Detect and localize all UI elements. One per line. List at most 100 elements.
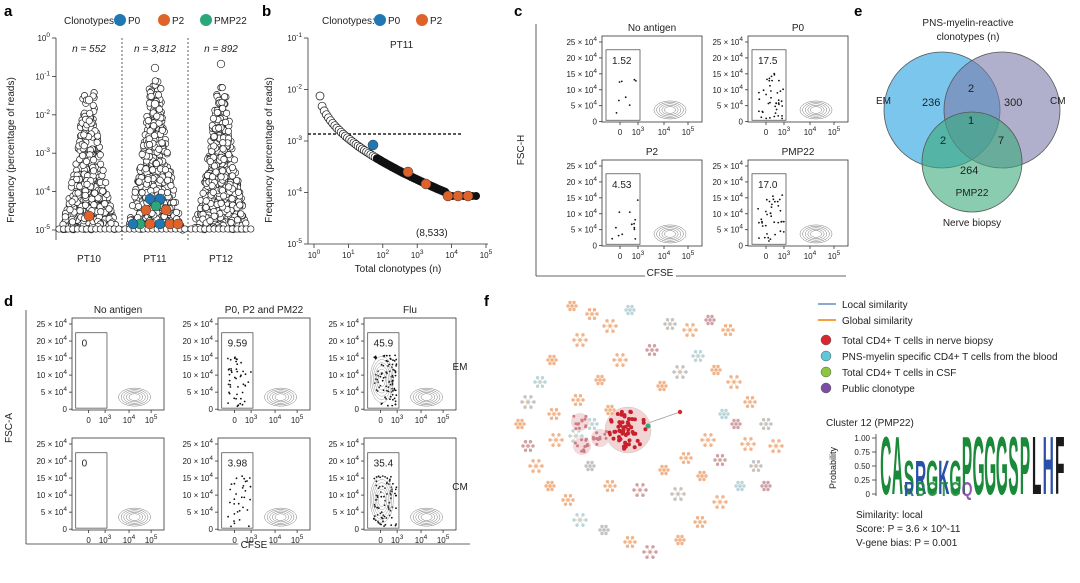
network-node — [586, 467, 590, 472]
network-node — [580, 438, 584, 442]
contour-line — [373, 482, 391, 517]
contour-line — [799, 224, 833, 244]
tick-label: 105 — [145, 414, 158, 425]
network-node — [768, 444, 772, 448]
contour-line — [269, 390, 292, 404]
tick-label: 25 × 104 — [182, 438, 213, 449]
venn-title-line1: PNS-myelin-reactive — [922, 18, 1014, 29]
row-label: CM — [452, 482, 468, 493]
network-node — [751, 460, 756, 464]
network-node — [610, 480, 615, 484]
network-node — [695, 524, 700, 528]
event-dot — [227, 402, 230, 404]
tick-label: 20 × 104 — [182, 335, 213, 346]
network-node — [691, 354, 695, 358]
contour-line — [410, 387, 443, 407]
tick-label: 15 × 104 — [36, 472, 67, 483]
network-node — [630, 536, 635, 540]
network-node — [573, 402, 578, 406]
contour-line — [373, 362, 391, 397]
event-dot — [390, 475, 392, 478]
network-node — [700, 516, 705, 520]
group-n-label: n = 3,812 — [134, 44, 176, 55]
event-dot — [770, 96, 772, 99]
network-node — [596, 438, 600, 442]
network-node — [696, 474, 700, 478]
event-dot — [238, 509, 241, 512]
network-node — [584, 464, 588, 468]
network-node — [666, 468, 670, 472]
logo-letter: G — [996, 419, 1008, 512]
network-node — [644, 488, 648, 492]
clonotype-dot — [210, 212, 218, 220]
network-node — [749, 437, 753, 441]
event-dot — [228, 379, 231, 382]
network-node — [602, 528, 606, 532]
contour-line — [123, 510, 146, 524]
logo-ytick-label: 0.25 — [854, 476, 870, 485]
network-cluster — [521, 440, 535, 452]
event-dot — [617, 234, 620, 237]
clonotype-dot — [152, 160, 160, 168]
clonotype-dot — [230, 156, 239, 164]
contour-line — [807, 104, 825, 116]
network-cluster — [691, 350, 705, 362]
network-node — [617, 420, 622, 425]
antigen-clonotype-dot — [172, 218, 184, 230]
network-cluster — [547, 408, 561, 420]
network-node — [766, 426, 771, 430]
network-node — [712, 318, 716, 322]
clonotype-dot — [66, 206, 74, 214]
clonotype-dot — [89, 101, 97, 109]
network-node — [712, 438, 716, 442]
network-node — [608, 484, 612, 488]
clonotype-dot — [157, 85, 165, 93]
network-node — [703, 433, 707, 437]
network-node — [626, 442, 631, 447]
network-node — [572, 307, 576, 312]
flow-plot-frame — [71, 317, 165, 411]
network-node — [595, 442, 599, 446]
clonotype-dot — [84, 95, 94, 105]
flow-gate — [367, 332, 400, 409]
clonotype-dot — [138, 189, 146, 197]
event-dot — [239, 402, 242, 405]
flow-plot: P0, P2 and PM22 25 × 104 20 × 104 15 × 104 1… — [182, 305, 311, 425]
network-node — [581, 398, 585, 402]
contour-line — [420, 393, 433, 401]
network-node — [704, 318, 708, 322]
tick-label: 15 × 104 — [566, 68, 597, 79]
network-node — [610, 404, 614, 409]
network-node — [718, 412, 722, 416]
network-node — [732, 380, 736, 384]
network-node — [642, 550, 646, 554]
network-node — [682, 328, 686, 332]
event-dot — [769, 117, 771, 119]
flow-gate — [221, 452, 254, 529]
network-cluster — [624, 304, 636, 316]
clonotype-dot — [144, 175, 152, 184]
flow-gate — [367, 452, 400, 529]
network-node — [632, 488, 636, 492]
tick-label: 10 × 104 — [36, 489, 67, 500]
event-dot — [757, 207, 759, 210]
event-dot — [242, 370, 245, 373]
clonotype-dot — [73, 175, 81, 183]
network-cluster — [740, 437, 756, 451]
network-node — [592, 426, 597, 430]
network-node — [520, 425, 524, 430]
flow-plot: No antigen 25 × 104 20 × 104 15 × 104 10 × 1… — [566, 23, 703, 137]
event-dot — [244, 490, 247, 492]
network-node — [531, 459, 535, 463]
network-cluster — [663, 318, 677, 330]
event-dot — [389, 358, 392, 360]
network-node — [728, 324, 733, 328]
network-node — [734, 422, 738, 426]
network-node — [766, 418, 771, 422]
event-dot — [242, 383, 245, 386]
tick-label: 104 — [804, 250, 817, 261]
network-node — [715, 454, 720, 458]
network-node — [600, 381, 604, 386]
flow-plot-title: P0 — [792, 23, 805, 34]
event-dot — [393, 387, 396, 390]
